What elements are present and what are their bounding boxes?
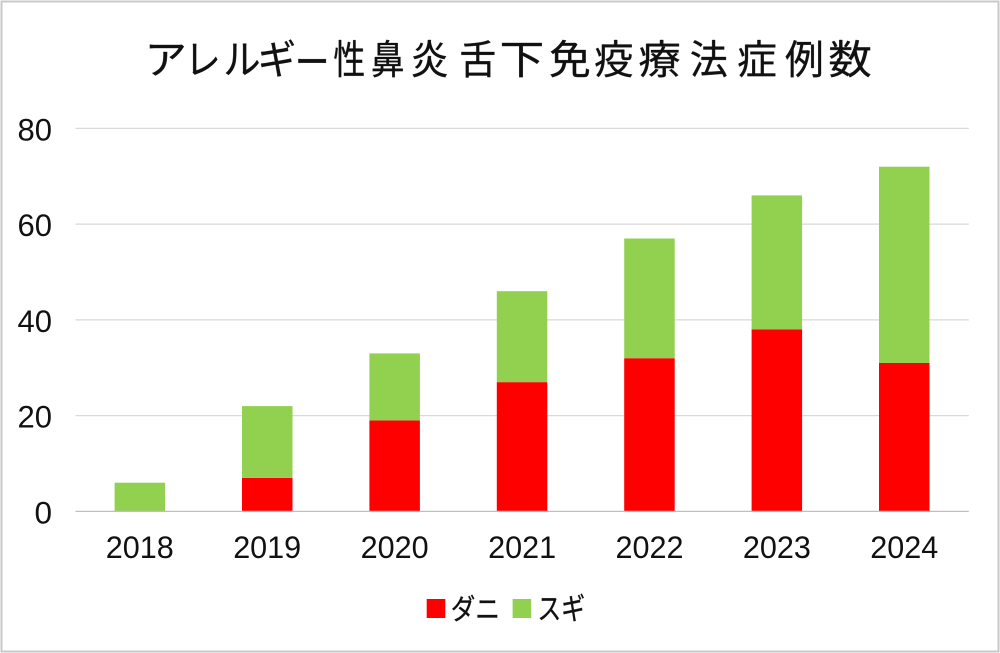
svg-text:2024: 2024	[870, 529, 938, 565]
svg-text:2020: 2020	[361, 529, 429, 565]
svg-text:2022: 2022	[616, 529, 684, 565]
svg-text:60: 60	[18, 207, 53, 243]
svg-text:2019: 2019	[233, 529, 301, 565]
svg-text:20: 20	[18, 399, 53, 435]
svg-text:2018: 2018	[106, 529, 174, 565]
svg-text:2023: 2023	[743, 529, 811, 565]
svg-text:0: 0	[34, 494, 52, 530]
svg-text:80: 80	[18, 111, 53, 147]
svg-text:2021: 2021	[488, 529, 556, 565]
svg-text:40: 40	[18, 303, 53, 339]
